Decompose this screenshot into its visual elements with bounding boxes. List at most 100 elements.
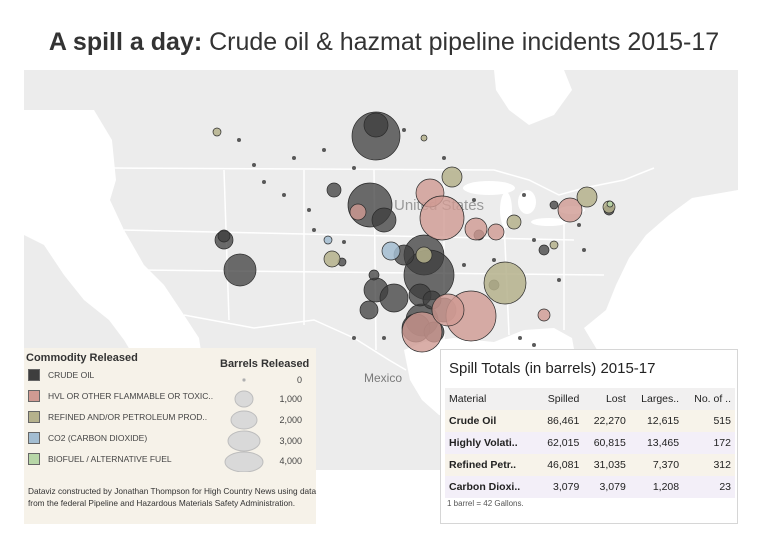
spill-marker[interactable] xyxy=(402,128,406,132)
table-row[interactable]: Refined Petr.. 46,081 31,035 7,370 312 xyxy=(445,454,735,476)
spill-marker[interactable] xyxy=(576,186,598,208)
hvl-markers[interactable] xyxy=(349,178,583,353)
spill-marker[interactable] xyxy=(312,228,316,232)
table-row[interactable]: Highly Volati.. 62,015 60,815 13,465 172 xyxy=(445,432,735,454)
spill-marker[interactable] xyxy=(371,207,397,233)
commodity-legend-title: Commodity Released xyxy=(26,352,138,364)
spill-marker[interactable] xyxy=(577,223,581,227)
size-legend-circles xyxy=(224,378,264,472)
legend-item-refined[interactable]: REFINED AND/OR PETROLEUM PROD.. xyxy=(28,410,207,424)
spill-marker[interactable] xyxy=(382,336,386,340)
cell-count: 515 xyxy=(683,410,735,432)
spill-marker[interactable] xyxy=(349,203,367,221)
spill-marker[interactable] xyxy=(363,112,389,138)
spill-marker[interactable] xyxy=(441,166,463,188)
spill-marker[interactable] xyxy=(606,200,614,208)
page-title: A spill a day: Crude oil & hazmat pipeli… xyxy=(48,28,720,56)
spill-marker[interactable] xyxy=(462,263,466,267)
spill-marker[interactable] xyxy=(323,235,333,245)
cell-material: Refined Petr.. xyxy=(445,454,537,476)
biofuel-markers[interactable] xyxy=(606,200,614,208)
co2-markers[interactable] xyxy=(323,235,401,261)
spill-marker[interactable] xyxy=(217,229,231,243)
legend-item-co2[interactable]: CO2 (CARBON DIOXIDE) xyxy=(28,431,147,445)
spill-marker[interactable] xyxy=(518,336,522,340)
col-header-lost[interactable]: Lost xyxy=(583,388,630,410)
spill-marker[interactable] xyxy=(381,241,401,261)
spill-marker[interactable] xyxy=(252,163,256,167)
spill-marker[interactable] xyxy=(307,208,311,212)
spill-marker[interactable] xyxy=(483,261,527,305)
legend-label: REFINED AND/OR PETROLEUM PROD.. xyxy=(48,412,208,422)
size-circle-4000 xyxy=(224,451,264,472)
spill-marker[interactable] xyxy=(352,336,356,340)
spill-marker[interactable] xyxy=(379,283,409,313)
size-circle-1000 xyxy=(234,390,254,408)
col-header-count[interactable]: No. of .. xyxy=(683,388,735,410)
spill-marker[interactable] xyxy=(522,193,526,197)
spill-marker[interactable] xyxy=(492,258,496,262)
table-row[interactable]: Carbon Dioxi.. 3,079 3,079 1,208 23 xyxy=(445,476,735,498)
spill-marker[interactable] xyxy=(431,293,465,327)
spill-marker[interactable] xyxy=(549,240,559,250)
spill-marker[interactable] xyxy=(557,278,561,282)
legend-label: HVL OR OTHER FLAMMABLE OR TOXIC.. xyxy=(48,391,214,401)
spill-marker[interactable] xyxy=(352,166,356,170)
spill-marker[interactable] xyxy=(282,193,286,197)
spill-marker[interactable] xyxy=(557,197,583,223)
spill-marker[interactable] xyxy=(212,127,222,137)
size-circle-0 xyxy=(242,378,246,382)
cell-largest: 12,615 xyxy=(629,410,684,432)
spill-marker[interactable] xyxy=(532,238,536,242)
spill-marker[interactable] xyxy=(537,308,551,322)
cell-largest: 7,370 xyxy=(629,454,684,476)
spill-marker[interactable] xyxy=(359,300,379,320)
spill-marker[interactable] xyxy=(223,253,257,287)
size-circle-3000 xyxy=(227,430,261,452)
spill-marker[interactable] xyxy=(506,214,522,230)
table-row[interactable]: Crude Oil 86,461 22,270 12,615 515 xyxy=(445,410,735,432)
spill-markers[interactable] xyxy=(212,111,616,353)
conversion-note: 1 barrel = 42 Gallons. xyxy=(447,499,524,508)
refined-markers[interactable] xyxy=(212,127,616,305)
spill-marker[interactable] xyxy=(472,198,476,202)
col-header-largest[interactable]: Larges.. xyxy=(629,388,684,410)
legend-label: CRUDE OIL xyxy=(48,370,95,380)
credit-text: Dataviz constructed by Jonathan Thompson… xyxy=(28,486,317,508)
spill-marker[interactable] xyxy=(442,156,446,160)
size-label-4000: 4,000 xyxy=(279,456,302,466)
spill-marker[interactable] xyxy=(420,134,428,142)
col-header-material[interactable]: Material xyxy=(445,388,537,410)
spill-marker[interactable] xyxy=(532,343,536,347)
small-markers[interactable] xyxy=(237,128,586,347)
spill-marker[interactable] xyxy=(326,182,342,198)
spill-marker[interactable] xyxy=(487,223,505,241)
cell-count: 172 xyxy=(683,432,735,454)
spill-marker[interactable] xyxy=(237,138,241,142)
spill-marker[interactable] xyxy=(368,269,380,281)
spill-marker[interactable] xyxy=(464,217,488,241)
spill-marker[interactable] xyxy=(582,248,586,252)
spill-marker[interactable] xyxy=(401,311,443,353)
cell-lost: 3,079 xyxy=(583,476,630,498)
spill-marker[interactable] xyxy=(549,200,559,210)
legend-item-crude-oil[interactable]: CRUDE OIL xyxy=(28,368,94,382)
legend-item-hvl[interactable]: HVL OR OTHER FLAMMABLE OR TOXIC.. xyxy=(28,389,213,403)
legend-item-biofuel[interactable]: BIOFUEL / ALTERNATIVE FUEL xyxy=(28,452,172,466)
legend-swatch xyxy=(28,369,40,381)
col-header-spilled[interactable]: Spilled xyxy=(536,388,584,410)
legend-label: CO2 (CARBON DIOXIDE) xyxy=(48,433,148,443)
spill-marker[interactable] xyxy=(322,148,326,152)
spill-marker[interactable] xyxy=(342,240,346,244)
legend-swatch xyxy=(28,390,40,402)
spill-marker[interactable] xyxy=(292,156,296,160)
spill-marker[interactable] xyxy=(323,250,341,268)
size-label-2000: 2,000 xyxy=(279,415,302,425)
spill-marker[interactable] xyxy=(262,180,266,184)
spill-marker[interactable] xyxy=(538,244,550,256)
cell-largest: 1,208 xyxy=(629,476,684,498)
spill-marker[interactable] xyxy=(419,195,465,241)
spill-marker[interactable] xyxy=(415,246,433,264)
cell-largest: 13,465 xyxy=(629,432,684,454)
legend-swatch xyxy=(28,411,40,423)
